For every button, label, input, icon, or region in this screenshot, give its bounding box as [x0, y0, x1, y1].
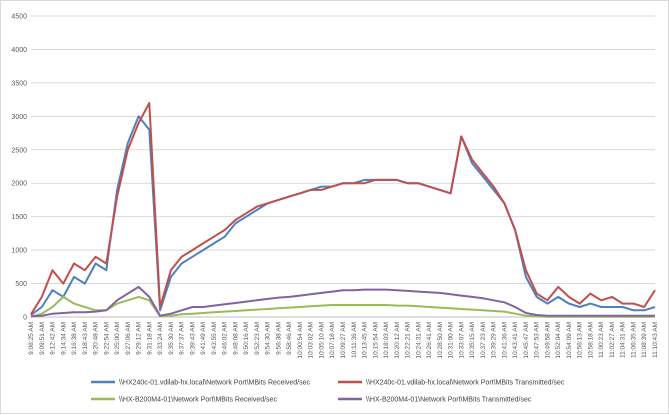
y-tick-label: 500 [15, 281, 27, 288]
x-tick-label: 10:37:23 AM [480, 322, 487, 359]
x-tick-label: 9:41:49 AM [200, 322, 207, 355]
x-tick-label: 11:08:39 AM [641, 322, 648, 358]
x-tick-label: 10:13:45 AM [362, 322, 369, 359]
x-tick-label: 9:29:12 AM [136, 322, 143, 355]
x-tick-label: 9:08:25 AM [28, 322, 35, 355]
x-tick-label: 10:54:09 AM [566, 322, 573, 359]
x-tick-label: 9:16:38 AM [71, 322, 78, 355]
x-tick-label: 10:56:13 AM [577, 322, 584, 359]
x-tick-label: 10:09:27 AM [340, 322, 347, 359]
x-tick-label: 9:46:02 AM [222, 322, 229, 355]
x-tick-label: 9:39:43 AM [189, 322, 196, 355]
x-tick-label: 11:02:27 AM [609, 322, 616, 358]
y-tick-label: 3500 [11, 80, 27, 87]
x-tick-label: 9:48:08 AM [232, 322, 239, 355]
x-axis-ticks: 9:08:25 AM 9:09:51 AM 9:12:42 AM 9:14:34 AM… [28, 322, 659, 359]
x-tick-label: 10:49:58 AM [544, 322, 551, 359]
x-tick-label: 9:31:18 AM [146, 322, 153, 355]
x-tick-label: 10:47:53 AM [534, 322, 541, 359]
x-tick-label: 10:45:47 AM [523, 322, 530, 359]
x-tick-label: 9:35:30 AM [168, 322, 175, 355]
x-tick-label: 9:18:43 AM [82, 322, 89, 355]
y-tick-label: 2000 [11, 181, 27, 188]
x-tick-label: 10:33:07 AM [458, 322, 465, 359]
x-tick-label: 10:24:31 AM [415, 322, 422, 359]
x-tick-label: 11:06:35 AM [630, 322, 637, 358]
x-tick-label: 11:10:43 AM [652, 322, 659, 358]
series-line-4 [30, 285, 655, 318]
legend-label: \\HX240c-01.vdilab-hx.local\Network Port… [366, 380, 565, 387]
x-tick-label: 9:25:00 AM [114, 322, 121, 355]
x-tick-label: 10:35:15 AM [469, 322, 476, 359]
x-tick-label: 9:43:55 AM [211, 322, 218, 355]
x-tick-label: 10:31:00 AM [448, 322, 455, 359]
x-tick-label: 10:41:36 AM [501, 322, 508, 359]
x-tick-label: 9:33:24 AM [157, 322, 164, 355]
x-tick-label: 9:50:16 AM [243, 322, 250, 355]
y-tick-label: 2500 [11, 147, 27, 154]
x-tick-label: 9:27:06 AM [125, 322, 132, 355]
x-tick-label: 9:37:37 AM [179, 322, 186, 355]
x-tick-label: 10:03:02 AM [308, 322, 315, 359]
series-line-1 [30, 115, 656, 316]
x-tick-label: 10:39:29 AM [491, 322, 498, 359]
x-tick-label: 10:18:03 AM [383, 322, 390, 359]
x-tick-label: 10:20:12 AM [394, 322, 401, 359]
x-tick-label: 10:58:18 AM [587, 322, 594, 359]
y-tick-label: 0 [23, 315, 27, 322]
y-axis-ticks: 0 500 1000 1500 2000 2500 3000 3500 4000 4500 [11, 14, 27, 322]
y-tick-label: 4000 [11, 47, 27, 54]
x-tick-label: 9:58:46 AM [286, 322, 293, 355]
x-tick-label: 10:22:21 AM [405, 322, 412, 359]
y-tick-label: 4500 [11, 14, 27, 21]
x-tick-label: 11:04:31 AM [620, 322, 627, 358]
x-tick-label: 10:43:41 AM [512, 322, 519, 359]
series-lines [30, 102, 656, 318]
y-tick-label: 1000 [11, 248, 27, 255]
y-tick-label: 3000 [11, 114, 27, 121]
x-tick-label: 10:00:54 AM [297, 322, 304, 359]
x-tick-label: 10:28:50 AM [437, 322, 444, 359]
legend: \\HX240c-01.vdilab-hx.local\Network Port… [91, 380, 565, 404]
legend-label: \\HX-B200M4-01\Network Port\MBits Receiv… [119, 397, 277, 404]
y-tick-label: 1500 [11, 214, 27, 221]
x-tick-label: 9:12:42 AM [50, 322, 57, 355]
x-tick-label: 10:52:04 AM [555, 322, 562, 359]
x-tick-label: 11:00:23 AM [598, 322, 605, 358]
x-tick-label: 10:15:54 AM [372, 322, 379, 359]
x-tick-label: 9:09:51 AM [39, 322, 46, 355]
x-tick-label: 10:11:36 AM [351, 322, 358, 358]
x-tick-label: 9:52:23 AM [254, 322, 261, 355]
x-tick-label: 9:56:38 AM [275, 322, 282, 355]
x-tick-label: 9:22:54 AM [103, 322, 110, 355]
x-tick-label: 9:20:48 AM [93, 322, 100, 355]
x-tick-label: 9:14:34 AM [60, 322, 67, 355]
x-tick-label: 9:54:30 AM [265, 322, 272, 355]
x-tick-label: 10:07:18 AM [329, 322, 336, 359]
series-line-2 [30, 102, 656, 315]
x-tick-label: 10:26:41 AM [426, 322, 433, 359]
legend-label: \\HX240c-01.vdilab-hx.local\Network Port… [119, 380, 311, 387]
x-tick-label: 10:05:10 AM [318, 322, 325, 359]
legend-label: \\HX-B200M4-01\Network Port\MBits Transm… [366, 397, 532, 404]
